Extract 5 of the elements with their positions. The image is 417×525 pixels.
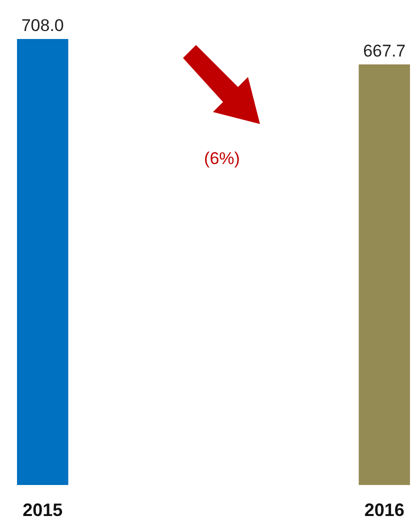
annotation: (6%) bbox=[204, 149, 240, 168]
x-tick-label: 2015 bbox=[22, 500, 63, 520]
data-label: 708.0 bbox=[21, 16, 64, 35]
x-tick-label: 2016 bbox=[364, 500, 404, 520]
data-label: 667.7 bbox=[363, 41, 406, 60]
